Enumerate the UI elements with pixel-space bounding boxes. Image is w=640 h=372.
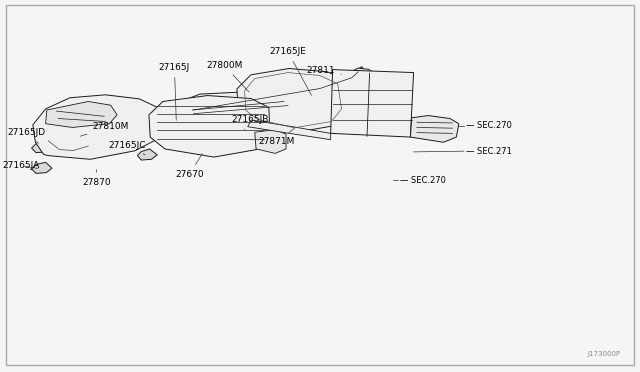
Text: J173000P: J173000P [587, 352, 620, 357]
Polygon shape [31, 141, 52, 153]
Polygon shape [149, 96, 270, 157]
Polygon shape [305, 93, 323, 102]
Polygon shape [248, 120, 331, 140]
Text: 27165J: 27165J [159, 63, 190, 120]
Polygon shape [187, 67, 365, 112]
Polygon shape [172, 119, 192, 129]
Polygon shape [181, 92, 297, 127]
Text: 27165JE: 27165JE [269, 47, 312, 95]
Text: — SEC.271: — SEC.271 [466, 147, 512, 155]
Text: — SEC.270: — SEC.270 [466, 121, 512, 131]
Text: 27870: 27870 [83, 170, 111, 187]
Polygon shape [331, 70, 413, 137]
Polygon shape [45, 102, 117, 128]
Polygon shape [31, 162, 52, 173]
Text: 27165JB: 27165JB [231, 115, 268, 130]
Polygon shape [237, 68, 352, 132]
Text: 27811: 27811 [307, 66, 341, 75]
Text: 27670: 27670 [175, 154, 204, 179]
Polygon shape [255, 130, 286, 153]
Text: 27800M: 27800M [206, 61, 249, 92]
Polygon shape [236, 125, 256, 134]
Polygon shape [33, 95, 166, 159]
Text: 27165JC: 27165JC [109, 141, 146, 155]
Text: 27871M: 27871M [259, 128, 294, 146]
Polygon shape [351, 68, 374, 82]
Text: — SEC.270: — SEC.270 [399, 176, 445, 185]
Text: 27810M: 27810M [80, 122, 129, 136]
Polygon shape [410, 116, 459, 142]
Text: 27165JD: 27165JD [8, 128, 45, 143]
Polygon shape [44, 134, 98, 153]
Polygon shape [138, 149, 157, 160]
Text: 27165JA: 27165JA [3, 161, 40, 170]
